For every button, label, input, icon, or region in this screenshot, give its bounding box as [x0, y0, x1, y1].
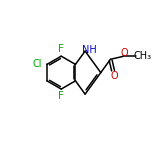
- Text: Cl: Cl: [33, 59, 42, 69]
- Text: NH: NH: [82, 45, 96, 55]
- Text: O: O: [111, 71, 118, 81]
- Text: F: F: [58, 44, 64, 54]
- Text: O: O: [120, 48, 128, 58]
- Text: CH₃: CH₃: [133, 51, 151, 61]
- Text: F: F: [58, 91, 64, 101]
